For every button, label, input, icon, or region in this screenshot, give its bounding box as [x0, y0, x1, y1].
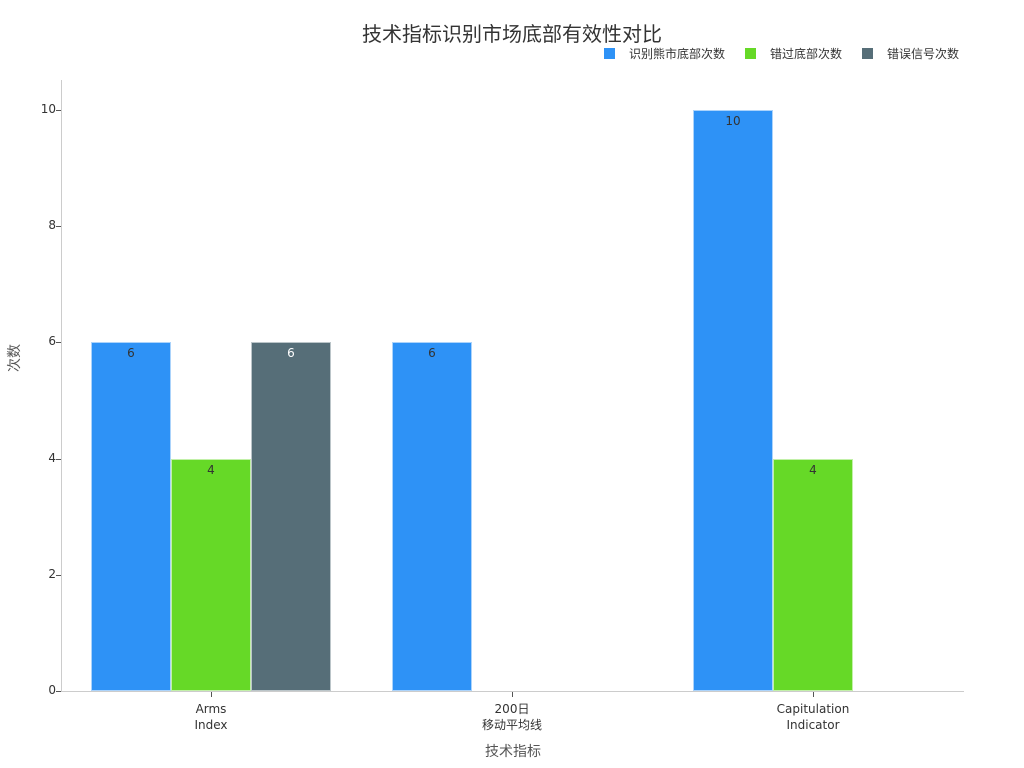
legend-item: 错过底部次数: [744, 45, 842, 62]
x-tick-mark: [813, 692, 814, 697]
y-tick-label: 2: [48, 566, 56, 581]
legend-item: 识别熊市底部次数: [603, 45, 725, 62]
legend-label: 识别熊市底部次数: [628, 47, 725, 61]
y-tick-mark: [56, 458, 61, 460]
legend-label: 错过底部次数: [769, 47, 842, 61]
x-tick-label: 200日 移动平均线: [481, 702, 542, 732]
y-tick-label: 8: [48, 218, 56, 233]
x-tick-mark: [211, 692, 212, 697]
bar: 4: [171, 458, 251, 691]
x-axis-line: [61, 691, 964, 692]
y-tick-mark: [56, 226, 61, 228]
chart-title: 技术指标识别市场底部有效性对比: [362, 22, 662, 46]
x-tick-label: Capitulation Indicator: [776, 702, 850, 732]
y-tick-label: 10: [40, 102, 56, 116]
x-tick-label: Arms Index: [194, 702, 228, 732]
legend-swatch: [744, 48, 756, 59]
bar: 6: [91, 342, 171, 691]
legend-swatch: [603, 48, 615, 59]
bar: 6: [392, 342, 472, 691]
legend-label: 错误信号次数: [886, 47, 959, 61]
y-tick-mark: [56, 342, 61, 344]
y-tick-mark: [56, 574, 61, 576]
x-axis-label: 技术指标: [485, 744, 541, 760]
bar: 10: [693, 110, 773, 691]
y-tick-mark: [56, 691, 61, 692]
y-axis-line: [61, 80, 62, 692]
y-tick-label: 0: [48, 683, 56, 697]
bar-value-label: 6: [287, 346, 295, 361]
bar-value-label: 6: [428, 346, 436, 361]
bar: 6: [251, 342, 331, 691]
bar-value-label: 4: [207, 462, 215, 477]
bar: 4: [773, 458, 853, 691]
bar-value-label: 6: [127, 346, 135, 361]
y-tick-mark: [56, 110, 61, 111]
x-tick-mark: [512, 692, 513, 697]
bar-value-label: 4: [809, 462, 817, 477]
legend: 识别熊市底部次数 错过底部次数 错误信号次数: [584, 45, 959, 62]
y-tick-label: 6: [48, 334, 56, 349]
legend-swatch: [861, 48, 873, 59]
y-tick-label: 4: [48, 450, 56, 465]
bar-value-label: 10: [725, 114, 741, 128]
legend-item: 错误信号次数: [861, 45, 959, 62]
